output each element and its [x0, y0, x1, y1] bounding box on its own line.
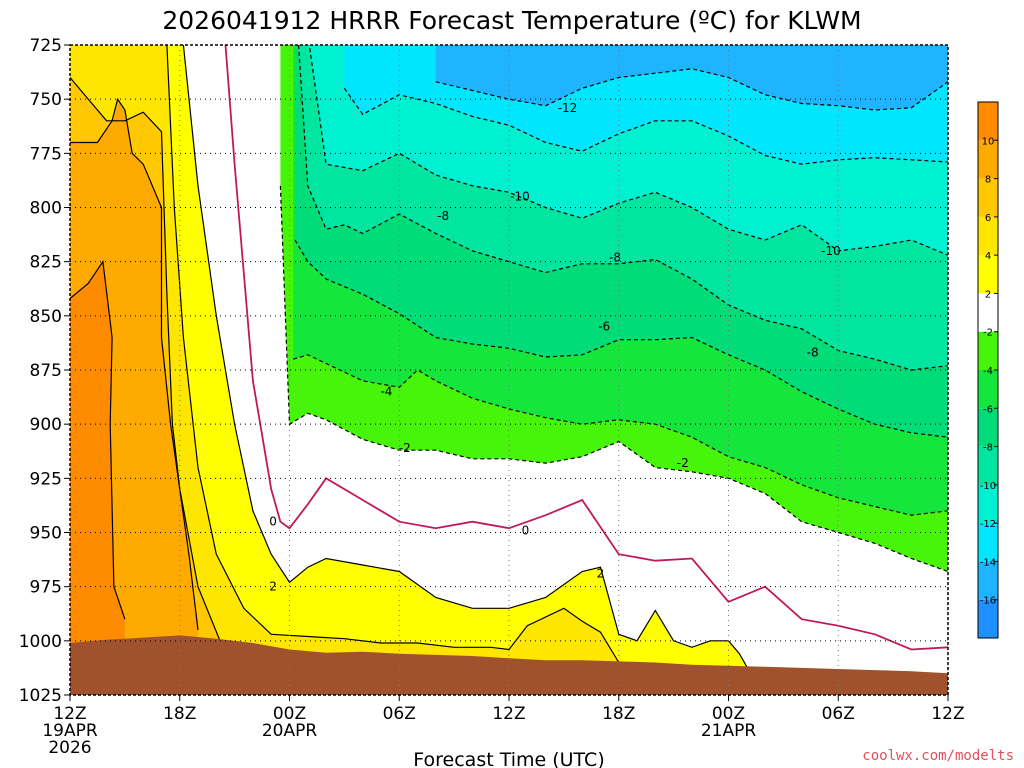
- colorbar-tick-label: 4: [985, 251, 991, 262]
- colorbar-tick-label: 10: [982, 136, 995, 147]
- filled-region-0: [70, 45, 948, 695]
- y-tick-label: 950: [30, 524, 62, 544]
- y-tick-label: 1025: [19, 686, 62, 706]
- contour-label: -10: [510, 190, 530, 204]
- y-tick-label: 775: [30, 144, 62, 164]
- colorbar-swatch: [978, 599, 998, 638]
- colorbar-swatch: [978, 408, 998, 447]
- x-tick-label: 21APR: [701, 721, 757, 741]
- colorbar-swatch: [978, 255, 998, 294]
- colorbar-swatch: [978, 178, 998, 217]
- colorbar-swatch: [978, 446, 998, 485]
- isotherm-line-8: [70, 97, 199, 631]
- x-tick-label: 19APR: [42, 721, 98, 741]
- x-tick-label: 20APR: [262, 721, 318, 741]
- colorbar-tick-label: -14: [980, 557, 996, 568]
- filled-region-4: [70, 45, 619, 695]
- x-tick-label: 18Z: [602, 704, 635, 724]
- y-tick-label: 850: [30, 307, 62, 327]
- x-tick-label: 06Z: [822, 704, 855, 724]
- contour-label: -8: [807, 346, 819, 360]
- y-tick-label: 975: [30, 578, 62, 598]
- colorbar-swatch: [978, 216, 998, 256]
- colorbar-tick-label: -4: [983, 366, 993, 377]
- isotherm-line-10: [70, 260, 126, 620]
- colorbar-tick-label: -12: [980, 519, 996, 530]
- colorbar-tick-label: 6: [985, 213, 991, 224]
- colorbar-swatch: [978, 370, 998, 409]
- isotherm-line--12: [343, 87, 948, 165]
- isotherm-line--14: [435, 68, 948, 111]
- contour-label: 2: [269, 580, 277, 594]
- contour-label: -2: [399, 441, 411, 455]
- y-tick-label: 875: [30, 361, 62, 381]
- contour-label: -10: [821, 244, 841, 258]
- colorbar-swatch: [978, 523, 998, 562]
- isotherm-line-4: [166, 45, 620, 663]
- contour-label: 0: [269, 515, 277, 529]
- colorbar-tick-label: -10: [980, 481, 996, 492]
- colorbar-swatch: [978, 331, 998, 370]
- contour-label: -12: [558, 101, 578, 115]
- y-tick-label: 750: [30, 90, 62, 110]
- y-tick-label: 1000: [19, 632, 62, 652]
- x-tick-label: 00Z: [712, 704, 745, 724]
- colorbar: -16 -14 -12 -10 -8 -6 -4 -2 2 4 6 8 10: [977, 101, 999, 639]
- x-tick-label: 2026: [48, 738, 91, 758]
- credit-text: coolwx.com/modelts: [862, 748, 1014, 764]
- colorbar-tick-label: -6: [983, 404, 993, 415]
- filled-region-2: [70, 45, 747, 695]
- contour-label: -4: [380, 385, 392, 399]
- x-tick-label: 00Z: [273, 704, 306, 724]
- y-tick-label: 725: [30, 36, 62, 56]
- isotherm-line-2: [182, 45, 748, 668]
- isotherm-line--8: [298, 45, 948, 371]
- y-tick-label: 925: [30, 469, 62, 489]
- colorbar-swatch: [978, 484, 998, 524]
- x-axis-label: Forecast Time (UTC): [413, 749, 604, 768]
- y-tick-label: 825: [30, 253, 62, 273]
- x-tick-label: 12Z: [492, 704, 525, 724]
- contour-label: 0: [522, 523, 530, 537]
- y-tick-label: 800: [30, 199, 62, 219]
- isotherm-line--6: [294, 239, 948, 438]
- contour-label: -8: [609, 250, 621, 264]
- isotherm-line-0: [224, 45, 948, 651]
- chart-title: 2026041912 HRRR Forecast Temperature (ºC…: [162, 6, 861, 35]
- isotherm-line--2: [279, 185, 948, 573]
- colorbar-tick-label: -2: [983, 328, 993, 339]
- colorbar-tick-label: -16: [980, 596, 996, 607]
- contour-label: -8: [437, 209, 449, 223]
- colorbar-swatch: [978, 293, 998, 332]
- y-tick-label: 900: [30, 415, 62, 435]
- contour-label: -2: [677, 456, 689, 470]
- colorbar-tick-label: 8: [985, 175, 991, 186]
- isotherm-line-6: [70, 77, 221, 642]
- plot-area: -12 -10 -10 -8 -8 -8 -6 -4 -2 -2 0 0 2 2: [70, 45, 948, 695]
- contour-label: 2: [597, 567, 605, 581]
- colorbar-tick-label: -8: [983, 443, 993, 454]
- x-tick-label: 12Z: [931, 704, 964, 724]
- x-tick-label: 06Z: [383, 704, 416, 724]
- colorbar-tick-label: 2: [985, 289, 991, 300]
- colorbar-swatch: [978, 140, 998, 179]
- contour-label: -6: [598, 320, 610, 334]
- colorbar-swatch: [978, 102, 998, 141]
- x-tick-label: 18Z: [163, 704, 196, 724]
- x-tick-label: 12Z: [53, 704, 86, 724]
- colorbar-swatch: [978, 561, 998, 600]
